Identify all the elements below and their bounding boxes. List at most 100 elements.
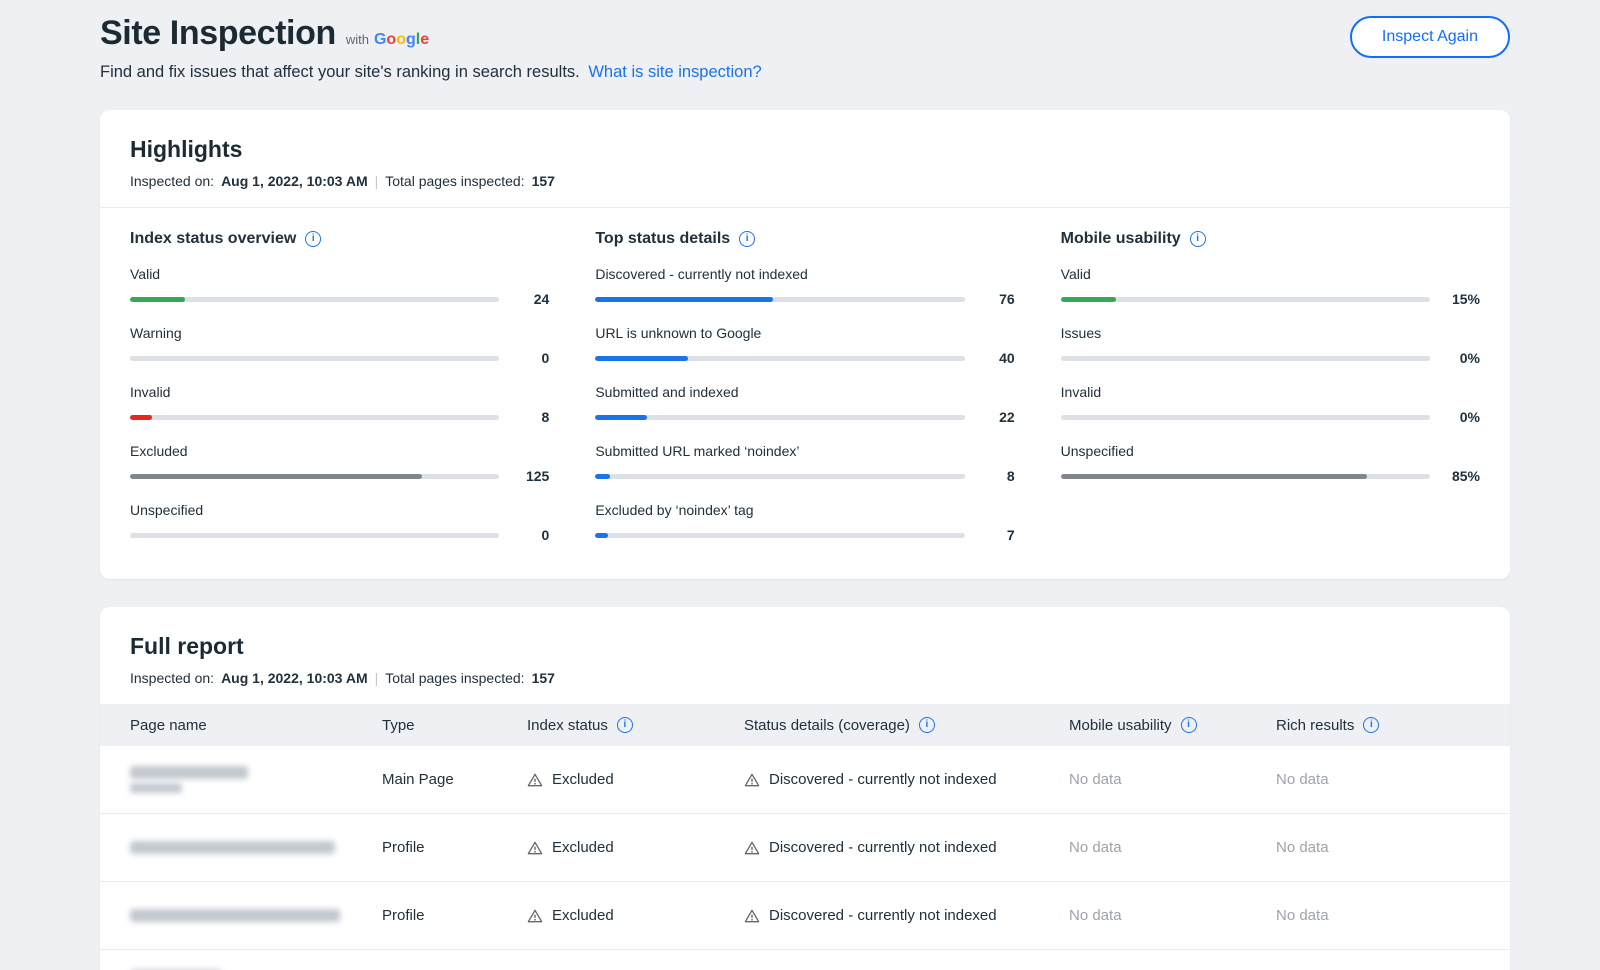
inspected-on-label: Inspected on: (130, 670, 215, 686)
divider (100, 207, 1510, 208)
metric-label: Valid (130, 266, 161, 282)
inspect-again-button[interactable]: Inspect Again (1349, 16, 1510, 58)
info-icon[interactable]: i (1363, 717, 1380, 733)
progress-track (595, 355, 965, 361)
inspected-on-value: Aug 1, 2022, 10:03 AM (221, 173, 368, 189)
progress-fill (1060, 296, 1117, 302)
column-header-page-name: Page name (130, 716, 207, 734)
with-label: with (345, 32, 369, 47)
warning-icon (744, 772, 760, 788)
metric-value: 0 (541, 527, 550, 543)
mobile-usability-cell: No data (1069, 907, 1122, 924)
google-letter: l (415, 31, 421, 48)
total-pages-value: 157 (531, 173, 555, 189)
page-name-redacted (130, 762, 382, 797)
metric-label: Warning (130, 325, 182, 341)
status-details-text: Discovered - currently not indexed (769, 839, 997, 856)
column-header-rich-results: Rich results i (1276, 717, 1480, 734)
metric-value: 0 (541, 350, 550, 366)
page-type: Profile (382, 907, 425, 924)
metric-row-discovered: Discovered - currently not indexed 76 (595, 266, 1015, 307)
mobile-usability-section: Mobile usability i Valid 15% Issues 0% (1060, 230, 1480, 543)
progress-track (1060, 414, 1430, 420)
total-pages-label: Total pages inspected: (385, 670, 525, 686)
metric-value: 15% (1451, 291, 1480, 307)
metric-value: 125 (525, 468, 550, 484)
highlights-head: Highlights Inspected on: Aug 1, 2022, 10… (100, 110, 1510, 207)
progress-fill (595, 532, 609, 538)
redacted-text-line (130, 909, 340, 922)
column-header-mobile-usability: Mobile usability i (1069, 717, 1276, 734)
metric-value: 0% (1459, 350, 1480, 366)
top-status-details-section: Top status details i Discovered - curren… (595, 230, 1015, 543)
info-icon[interactable]: i (1189, 231, 1206, 247)
metric-row-submitted-indexed: Submitted and indexed 22 (595, 384, 1015, 425)
index-status-cell: Excluded (527, 771, 744, 788)
progress-fill (595, 414, 648, 420)
info-icon[interactable]: i (739, 231, 756, 247)
warning-icon (527, 840, 543, 856)
progress-track (1060, 355, 1430, 361)
metric-label: Issues (1060, 325, 1102, 341)
section-title: Mobile usability i (1061, 230, 1480, 248)
google-letter: g (405, 31, 416, 48)
status-details-cell: Discovered - currently not indexed (744, 907, 1069, 924)
metric-row-invalid: Invalid 0% (1060, 384, 1480, 425)
metric-label: Excluded (130, 443, 188, 459)
progress-fill (595, 296, 773, 302)
mobile-usability-cell: No data (1069, 771, 1122, 788)
progress-track (130, 355, 500, 361)
status-details-text: Discovered - currently not indexed (769, 771, 997, 788)
warning-icon (527, 908, 543, 924)
info-icon[interactable]: i (616, 717, 633, 733)
info-icon[interactable]: i (918, 717, 935, 733)
progress-fill (595, 355, 688, 361)
metric-row-url-unknown: URL is unknown to Google 40 (595, 325, 1015, 366)
warning-icon (527, 772, 543, 788)
google-letter: e (420, 31, 430, 48)
index-status-text: Excluded (552, 839, 614, 856)
status-details-text: Discovered - currently not indexed (769, 907, 997, 924)
info-icon[interactable]: i (305, 231, 322, 247)
inspected-on-label: Inspected on: (130, 173, 215, 189)
highlights-columns: Index status overview i Valid 24 Warning… (100, 208, 1510, 579)
full-report-card: Full report Inspected on: Aug 1, 2022, 1… (100, 607, 1510, 970)
page-title: Site Inspection (100, 14, 336, 52)
progress-track (595, 473, 965, 479)
progress-fill (1060, 473, 1368, 479)
header-left: Site Inspection with Google Find and fix… (100, 14, 762, 82)
metric-label: Valid (1060, 266, 1091, 282)
page-name-redacted (130, 905, 382, 926)
metric-label: Excluded by ‘noindex’ tag (595, 502, 754, 518)
table-row: Product ! Invalid ! Submitted, marked ‘n… (100, 950, 1510, 970)
rich-results-cell: No data (1276, 771, 1329, 788)
full-report-title: Full report (130, 633, 244, 659)
table-row: Profile Excluded Discovered - currently … (100, 814, 1510, 882)
highlights-card: Highlights Inspected on: Aug 1, 2022, 10… (100, 110, 1510, 579)
metric-row-excluded-noindex: Excluded by ‘noindex’ tag 7 (595, 502, 1015, 543)
metric-row-issues: Issues 0% (1060, 325, 1480, 366)
metric-label: Invalid (130, 384, 171, 400)
google-letter: o (386, 31, 397, 48)
column-header-status-details: Status details (coverage) i (744, 717, 1069, 734)
progress-fill (130, 414, 153, 420)
what-is-site-inspection-link[interactable]: What is site inspection? (588, 63, 762, 81)
section-title-text: Mobile usability (1060, 230, 1181, 247)
full-report-head: Full report Inspected on: Aug 1, 2022, 1… (100, 607, 1510, 704)
page-name-redacted (130, 837, 382, 858)
metric-label: Invalid (1060, 384, 1102, 400)
index-status-cell: Excluded (527, 907, 744, 924)
metric-row-excluded: Excluded 125 (130, 443, 549, 484)
metric-value: 8 (541, 409, 550, 425)
highlights-title: Highlights (130, 136, 243, 162)
status-details-cell: Discovered - currently not indexed (744, 771, 1069, 788)
metric-value: 0% (1459, 409, 1480, 425)
warning-icon (744, 840, 760, 856)
meta-separator: | (374, 173, 379, 189)
table-row: Main Page Excluded Discovered - currentl… (100, 746, 1510, 814)
google-logo: Google (374, 31, 429, 49)
status-details-cell: Discovered - currently not indexed (744, 839, 1069, 856)
progress-track (1060, 473, 1430, 479)
info-icon[interactable]: i (1180, 717, 1197, 733)
